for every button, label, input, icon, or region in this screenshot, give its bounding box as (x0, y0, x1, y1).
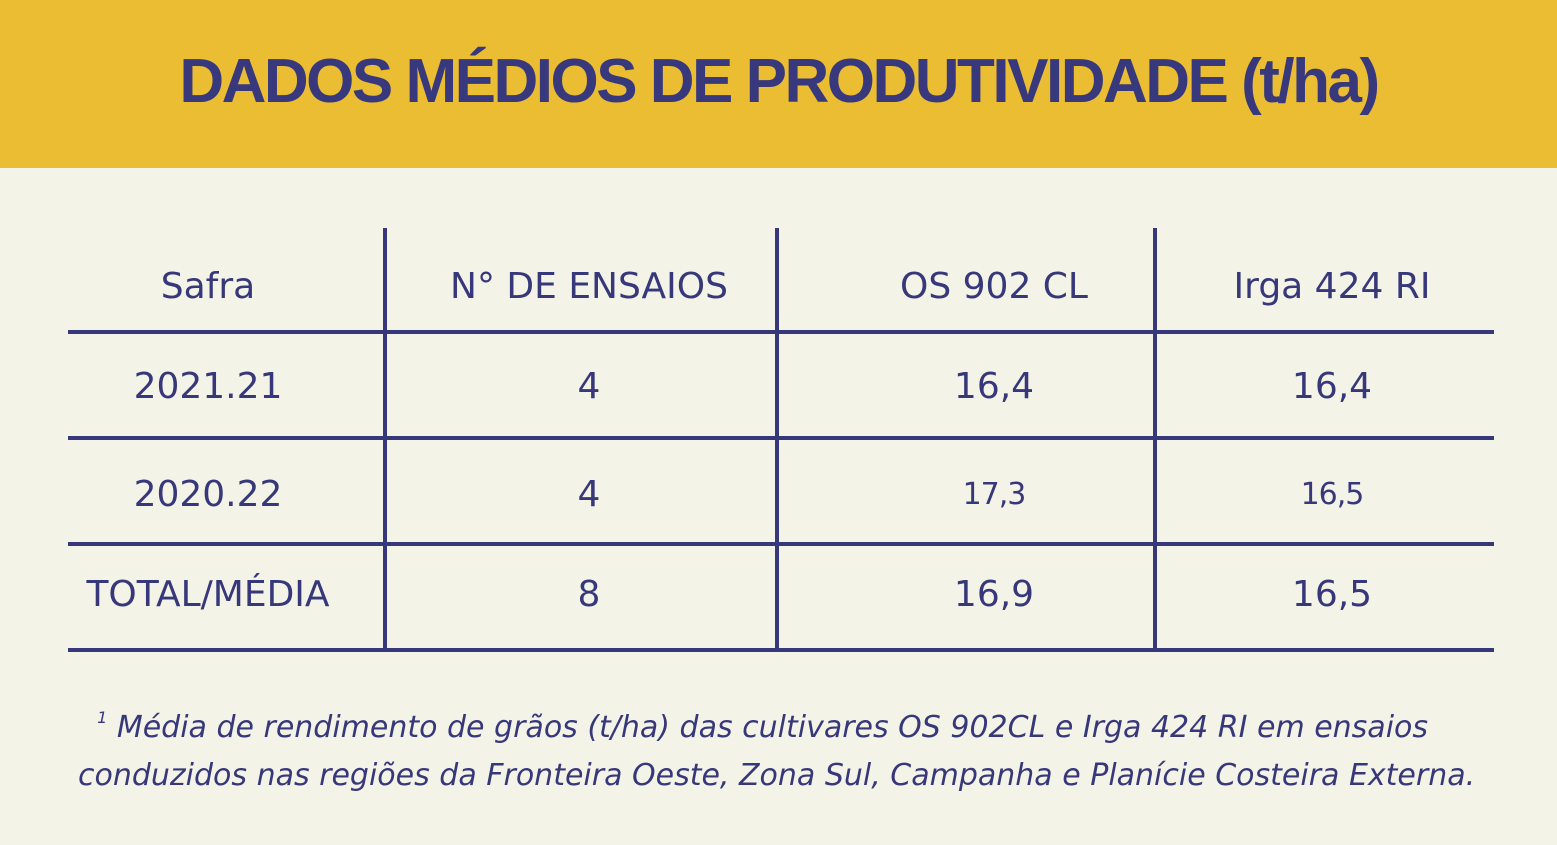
cell-irga-424-ri: 16,5 (1291, 574, 1373, 615)
header-numero-ensaios: N° DE ENSAIOS (450, 266, 728, 307)
footnote-line-1: 1 Média de rendimento de grãos (t/ha) da… (78, 694, 1478, 752)
page-title: DADOS MÉDIOS DE PRODUTIVIDADE (t/ha) (179, 47, 1380, 116)
footnote: 1 Média de rendimento de grãos (t/ha) da… (78, 694, 1478, 800)
footnote-marker: 1 (97, 708, 108, 727)
header-os-902-cl: OS 902 CL (900, 266, 1088, 307)
row-divider (68, 330, 1494, 334)
cell-os-902-cl: 16,9 (953, 574, 1035, 615)
row-divider (68, 648, 1494, 652)
title-banner (0, 0, 1557, 168)
footnote-text-1: Média de rendimento de grãos (t/ha) das … (116, 710, 1429, 745)
cell-safra: TOTAL/MÉDIA (86, 574, 330, 615)
header-irga-424-ri: Irga 424 RI (1233, 266, 1431, 307)
row-divider (68, 436, 1494, 440)
cell-os-902-cl: 17,3 (962, 477, 1027, 512)
cell-os-902-cl: 16,4 (953, 366, 1035, 407)
header-safra: Safra (160, 266, 256, 307)
cell-ensaios: 4 (577, 366, 601, 407)
cell-irga-424-ri: 16,4 (1291, 366, 1373, 407)
cell-ensaios: 4 (577, 474, 601, 515)
cell-ensaios: 8 (577, 574, 601, 615)
cell-irga-424-ri: 16,5 (1300, 477, 1365, 512)
row-divider (68, 542, 1494, 546)
footnote-text-2: conduzidos nas regiões da Fronteira Oest… (78, 758, 1476, 793)
cell-safra: 2021.21 (133, 366, 283, 407)
cell-safra: 2020.22 (133, 474, 283, 515)
